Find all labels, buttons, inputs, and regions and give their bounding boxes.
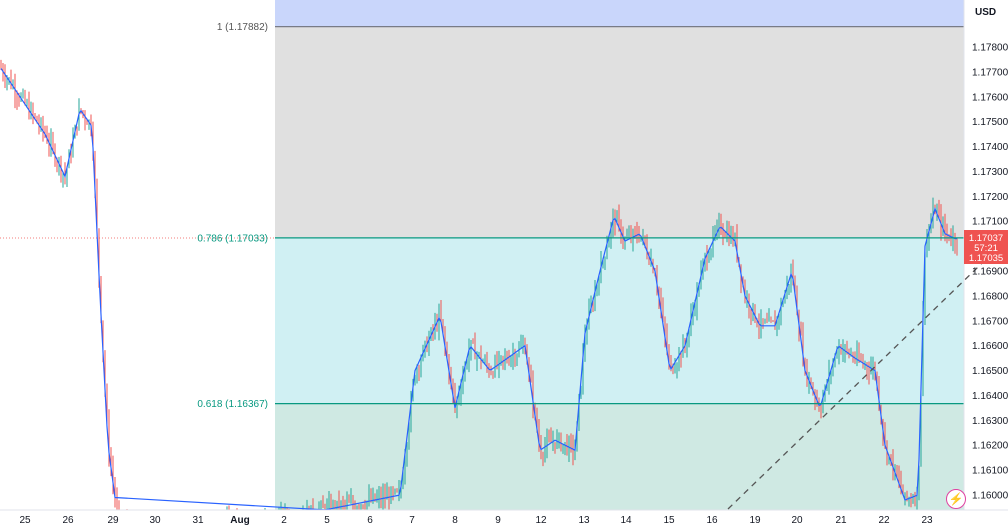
- price-tick-label: 1.16600: [972, 341, 1008, 352]
- time-tick-label: 5: [324, 515, 330, 526]
- fib-label: 0.618 (1.16367): [197, 399, 268, 410]
- time-tick-label: 22: [878, 515, 890, 526]
- time-tick-label: 29: [107, 515, 119, 526]
- zone-1-0786: [275, 26, 964, 238]
- price-tick-label: 1.16100: [972, 466, 1008, 477]
- time-tick-label: 2: [281, 515, 287, 526]
- price-tick-label: 1.17400: [972, 142, 1008, 153]
- fib-label: 1 (1.17882): [217, 22, 268, 33]
- last-price-badge: 1.17037 57:21 1.17035: [964, 230, 1008, 264]
- price-tick-label: 1.17100: [972, 217, 1008, 228]
- zone-below-0618: [275, 403, 964, 510]
- price-tick-label: 1.17500: [972, 117, 1008, 128]
- price-tick-label: 1.16900: [972, 267, 1008, 278]
- fib-zones: [275, 0, 964, 510]
- price-tick-label: 1.17200: [972, 192, 1008, 203]
- fib-levels: 1 (1.17882) 0.786 (1.17033) 0.618 (1.16367…: [197, 22, 964, 410]
- time-tick-label: 13: [578, 515, 590, 526]
- moving-average-line: [0, 68, 957, 511]
- time-tick-label: 15: [663, 515, 675, 526]
- time-tick-label: 25: [19, 515, 31, 526]
- price-tick-label: 1.17600: [972, 92, 1008, 103]
- time-tick-label: 21: [835, 515, 847, 526]
- time-tick-label: 31: [192, 515, 204, 526]
- zone-above-1: [275, 0, 964, 27]
- time-tick-label: 14: [620, 515, 632, 526]
- price-tick-label: 1.17300: [972, 167, 1008, 178]
- price-tick-label: 1.16300: [972, 416, 1008, 427]
- time-tick-label: 20: [791, 515, 803, 526]
- time-tick-label: 9: [495, 515, 501, 526]
- trend-line: [727, 237, 1008, 510]
- price-tick-label: 1.16700: [972, 316, 1008, 327]
- currency-label: USD: [975, 7, 996, 18]
- time-tick-label: 6: [367, 515, 373, 526]
- time-tick-label: 26: [62, 515, 74, 526]
- last-price: 1.17037: [969, 233, 1003, 244]
- time-tick-label: 7: [409, 515, 415, 526]
- price-tick-label: 1.16200: [972, 441, 1008, 452]
- countdown: 57:21: [974, 243, 998, 254]
- price-tick-label: 1.16500: [972, 366, 1008, 377]
- lightning-icon[interactable]: ⚡: [946, 489, 966, 509]
- time-tick-label: 19: [749, 515, 761, 526]
- time-tick-label: Aug: [230, 515, 249, 526]
- zone-0786-0618: [275, 237, 964, 404]
- fib-label: 0.786 (1.17033): [197, 233, 268, 244]
- price-tick-label: 1.16400: [972, 391, 1008, 402]
- time-axis: 25 26 29 30 31 Aug 2 5 6 7 8 9 12 13 14 15 16 19 20 21 22 23: [0, 509, 1008, 526]
- price-tick-label: 1.16000: [972, 491, 1008, 502]
- price-tick-label: 1.17700: [972, 67, 1008, 78]
- time-tick-label: 23: [921, 515, 933, 526]
- bid-price: 1.17035: [969, 253, 1003, 264]
- price-tick-label: 1.16800: [972, 291, 1008, 302]
- time-tick-label: 8: [452, 515, 458, 526]
- price-tick-label: 1.17800: [972, 43, 1008, 54]
- time-tick-label: 12: [535, 515, 547, 526]
- time-tick-label: 30: [149, 515, 161, 526]
- price-axis: 1.17800 1.17700 1.17600 1.17500 1.17400 1.173…: [963, 0, 1008, 510]
- time-tick-label: 16: [706, 515, 718, 526]
